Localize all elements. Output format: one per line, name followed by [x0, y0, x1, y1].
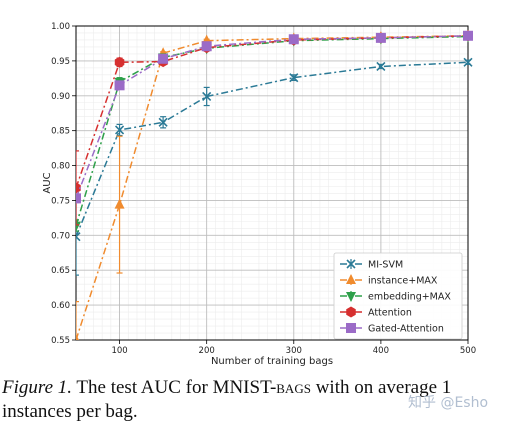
- data-point: [76, 221, 81, 232]
- data-point: [76, 232, 81, 242]
- data-point: [202, 91, 212, 102]
- series-layer: [76, 29, 473, 340]
- x-tick-label: 100: [111, 346, 127, 356]
- legend-marker: [346, 306, 356, 318]
- data-point-stroke: [158, 117, 168, 127]
- caption-text-2: with on average 1: [310, 377, 452, 398]
- y-axis-label: AUC: [42, 172, 53, 193]
- legend-label: MI-SVM: [368, 260, 403, 271]
- legend-box: [333, 252, 463, 340]
- data-point: [376, 61, 386, 72]
- y-tick-label: 1.00: [51, 22, 70, 32]
- y-tick-label: 0.80: [51, 162, 70, 172]
- data-point-stroke: [114, 125, 125, 135]
- legend-item: instance+MAX: [340, 274, 438, 287]
- data-point-stroke: [202, 91, 212, 102]
- figure-caption: Figure 1. The test AUC for MNIST-bags wi…: [2, 376, 504, 424]
- legend-item: Attention: [340, 306, 412, 319]
- y-tick-label: 0.60: [51, 301, 70, 311]
- y-tick-label: 0.95: [51, 57, 70, 67]
- data-point: [463, 30, 473, 41]
- y-tick-label: 0.55: [51, 336, 70, 346]
- data-point-stroke: [76, 235, 81, 242]
- legend-marker-stroke: [346, 259, 356, 269]
- legend-item: MI-SVM: [340, 259, 403, 271]
- x-axis-label: Number of training bags: [211, 356, 333, 367]
- data-point: [76, 334, 79, 340]
- data-point: [158, 117, 168, 127]
- data-point-stroke: [376, 61, 386, 72]
- series-mi-svm: [76, 57, 473, 276]
- legend-marker: [346, 323, 356, 333]
- data-point: [114, 198, 125, 209]
- data-point: [288, 34, 299, 45]
- data-point: [201, 41, 212, 52]
- x-tick-label: 400: [373, 346, 389, 356]
- caption-text-1: The test AUC for MNIST-: [72, 377, 277, 398]
- series-gated-attention: [76, 30, 473, 204]
- caption-line-2: instances per bag.: [2, 401, 138, 422]
- legend-marker: [346, 292, 356, 302]
- legend-marker: [346, 274, 356, 284]
- y-tick-label: 0.90: [51, 92, 70, 102]
- data-point-stroke: [76, 232, 81, 238]
- data-point: [76, 193, 81, 204]
- y-tick-label: 0.65: [51, 266, 70, 276]
- legend-label: instance+MAX: [368, 276, 438, 287]
- data-point-stroke: [463, 57, 473, 67]
- watermark: 知乎 @Esho: [408, 395, 489, 411]
- data-point: [114, 56, 125, 68]
- auc-line-chart: 100 200 300 400 500 0.55 0.60 0.65 0.70 0.75 0.80 0…: [42, 22, 476, 367]
- data-point: [114, 80, 125, 91]
- data-point: [114, 125, 125, 135]
- y-tick-label: 0.75: [51, 196, 70, 206]
- legend-item: embedding+MAX: [340, 291, 451, 303]
- data-point: [289, 73, 299, 83]
- data-point: [375, 32, 386, 43]
- y-tick-label: 0.70: [51, 231, 70, 241]
- legend-marker: [346, 259, 356, 269]
- legend-label: Gated-Attention: [368, 324, 444, 335]
- x-tick-label: 200: [199, 346, 215, 356]
- legend: MI-SVM instance+MAX embedding+MAX Attention…: [333, 252, 463, 340]
- x-tick-label: 500: [460, 346, 476, 356]
- x-tick-label: 300: [286, 346, 302, 356]
- caption-lead: Figure 1.: [2, 377, 73, 398]
- legend-label: embedding+MAX: [368, 292, 451, 303]
- data-point: [76, 182, 81, 194]
- data-point: [158, 53, 169, 64]
- y-tick-label: 0.85: [51, 127, 70, 137]
- data-point: [463, 57, 473, 67]
- caption-smallcaps: bags: [276, 377, 311, 398]
- legend-item: Gated-Attention: [340, 323, 444, 335]
- legend-label: Attention: [368, 308, 412, 319]
- data-point-stroke: [289, 73, 299, 83]
